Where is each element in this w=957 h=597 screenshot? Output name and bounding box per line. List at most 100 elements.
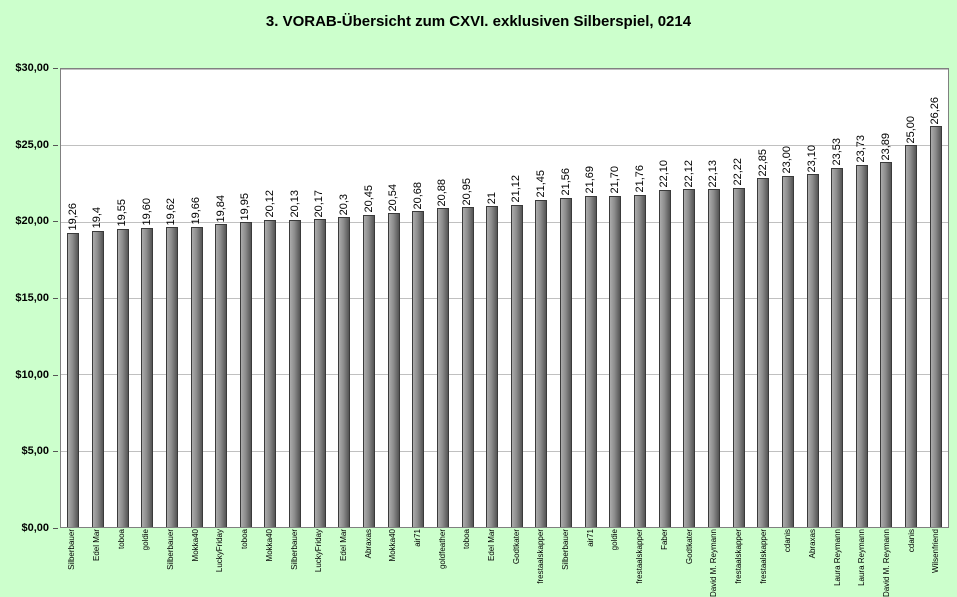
gridline <box>61 221 948 223</box>
gridline <box>61 450 948 452</box>
bar-value-label: 21,56 <box>559 168 572 196</box>
x-category-cell: toboa <box>455 529 480 591</box>
bar <box>412 211 425 527</box>
bar <box>116 228 129 527</box>
x-category-label: Mokka40 <box>388 529 398 562</box>
bar-value-label: 23,73 <box>855 135 868 163</box>
bar-column: 21 <box>480 69 505 527</box>
x-category-cell: goldie <box>603 529 628 591</box>
y-tick-label: $5,00 <box>21 445 49 458</box>
bar-column: 21,45 <box>529 69 554 527</box>
bar-value-label: 22,13 <box>707 159 720 188</box>
bar-value-label: 19,55 <box>116 199 129 227</box>
x-category-cell: toboa <box>233 529 258 591</box>
bar-value-label: 22,12 <box>682 159 695 188</box>
bar <box>190 226 203 527</box>
bar-column: 23,53 <box>825 69 850 527</box>
bar-column: 23,10 <box>800 69 825 527</box>
x-category-label: Abraxas <box>363 529 373 559</box>
bar-column: 20,17 <box>307 69 332 527</box>
bar-column: 22,13 <box>702 69 727 527</box>
bar-value-label: 22,22 <box>732 158 745 186</box>
bar-column: 19,26 <box>61 69 86 527</box>
x-category-cell: Laura Reymann <box>850 529 875 591</box>
bar <box>165 227 178 527</box>
x-category-cell: Edel Mar <box>85 529 110 591</box>
bar-value-label: 20,45 <box>362 185 375 213</box>
x-category-label: Silberbauer <box>289 529 299 570</box>
bar <box>338 217 351 527</box>
x-category-label: Edel Mar <box>338 529 348 562</box>
x-category-label: LuckyFriday <box>215 529 225 573</box>
x-category-label: goldfeather <box>437 529 447 570</box>
bar-value-label: 22,10 <box>658 160 671 188</box>
x-category-label: Godtkater <box>684 529 694 565</box>
x-category-cell: Silberbauer <box>159 529 184 591</box>
x-category-label: frestaalskapper <box>536 529 546 584</box>
bar-value-label: 19,95 <box>239 192 252 221</box>
bar <box>387 213 400 527</box>
x-category-label: LuckyFriday <box>314 529 324 573</box>
x-category-label: Laura Reymann <box>857 529 867 586</box>
bar-value-label: 21,12 <box>510 175 523 203</box>
bar-value-label: 19,26 <box>66 203 79 231</box>
y-tick-label: $25,00 <box>15 138 49 151</box>
bar <box>929 126 942 527</box>
bar-value-label: 21,70 <box>608 166 621 194</box>
x-category-cell: Abraxas <box>356 529 381 591</box>
y-tick-label: $0,00 <box>21 522 49 534</box>
bar <box>905 145 918 527</box>
bar-column: 21,70 <box>603 69 628 527</box>
bar-column: 21,76 <box>628 69 653 527</box>
bar <box>707 189 720 527</box>
x-category-label: Silberbauer <box>166 529 176 570</box>
y-tick-label: $15,00 <box>15 292 49 304</box>
bar <box>609 195 622 527</box>
bar-column: 20,3 <box>332 69 357 527</box>
x-category-cell: Godtkater <box>504 529 529 591</box>
bar <box>264 219 277 527</box>
bar-column: 19,4 <box>86 69 111 527</box>
y-tick-mark <box>53 221 58 223</box>
x-category-cell: Silberbauer <box>554 529 579 591</box>
bar-value-label: 23,89 <box>879 132 892 161</box>
x-category-label: Mokka40 <box>190 529 200 562</box>
x-category-label: goldie <box>141 529 151 551</box>
x-category-label: frestaalskapper <box>635 529 645 584</box>
x-category-cell: frestaalskapper <box>529 529 554 591</box>
bar <box>91 230 104 527</box>
x-category-cell: frestaalskapper <box>751 529 776 591</box>
bar-column: 20,12 <box>258 69 283 527</box>
bar <box>732 187 745 527</box>
bar-value-label: 19,84 <box>214 194 227 223</box>
x-category-cell: goldie <box>134 529 159 591</box>
y-tick-mark <box>53 451 58 453</box>
x-category-cell: Mokka40 <box>258 529 283 591</box>
bar-value-label: 19,4 <box>91 207 104 229</box>
bar <box>584 195 597 527</box>
bar-value-label: 23,00 <box>781 146 794 174</box>
y-tick-mark <box>53 68 58 69</box>
y-tick-mark <box>53 144 58 146</box>
x-category-cell: toboa <box>109 529 134 591</box>
bar-column: 19,95 <box>233 69 258 527</box>
x-category-label: Edel Mar <box>487 529 497 562</box>
bar <box>806 174 819 527</box>
bar-value-label: 19,62 <box>165 197 178 226</box>
x-category-cell: Abraxas <box>801 529 826 591</box>
bar-value-label: 20,95 <box>461 177 474 206</box>
bar-column: 23,73 <box>850 69 875 527</box>
y-tick-mark <box>53 298 58 299</box>
x-category-label: cdanis <box>783 529 793 553</box>
x-category-label: Faber <box>659 529 669 550</box>
bar-value-label: 22,85 <box>756 148 769 177</box>
bar <box>880 162 893 527</box>
bar <box>634 194 647 527</box>
bar <box>535 199 548 527</box>
bar <box>67 232 80 527</box>
bar-column: 23,00 <box>776 69 801 527</box>
gridlines <box>61 69 948 527</box>
x-category-label: air71 <box>585 529 595 547</box>
y-tick-label: $30,00 <box>15 62 49 74</box>
y-axis: $30,00 $25,00 $20,00 $15,00 $10,00 $5,00 $0,00 <box>0 62 58 534</box>
